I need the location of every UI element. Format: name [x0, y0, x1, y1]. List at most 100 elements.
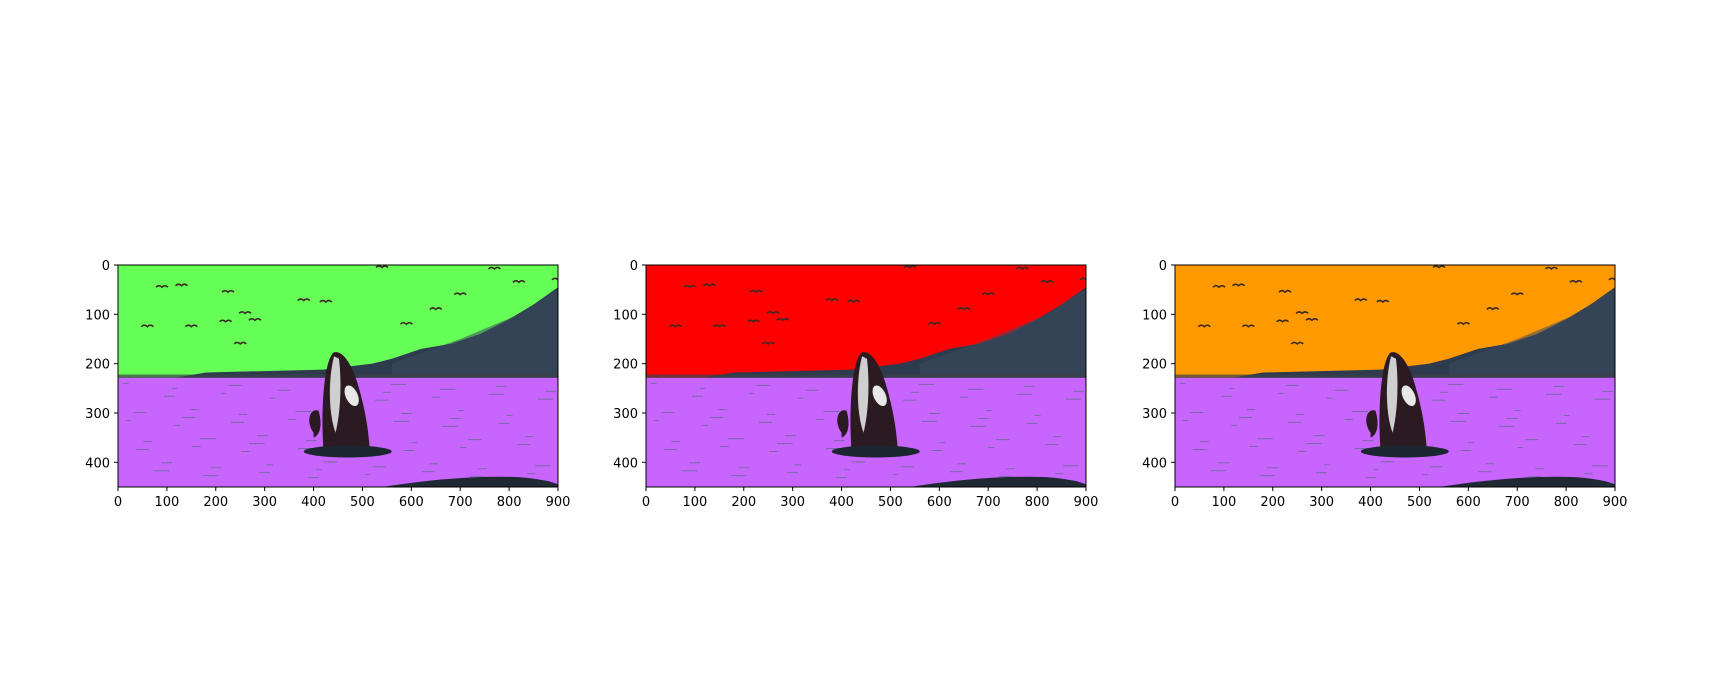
foreground-rock [910, 476, 1086, 487]
x-tick-label: 100 [154, 495, 179, 510]
bird [319, 299, 333, 304]
bird [221, 289, 235, 294]
y-tick-label: 400 [1142, 456, 1167, 471]
y-tick-label: 300 [1142, 407, 1167, 422]
y-tick-label: 100 [613, 308, 638, 323]
bird [825, 298, 839, 302]
x-tick-label: 200 [731, 495, 756, 510]
bird [238, 311, 252, 315]
y-tick-label: 400 [85, 456, 110, 471]
whale-flipper [309, 410, 321, 438]
y-tick-label: 0 [102, 259, 110, 274]
whale-eyepatch [872, 385, 887, 407]
bird [1376, 299, 1390, 304]
x-tick-label: 900 [546, 495, 571, 510]
bird [1040, 279, 1054, 284]
bird [453, 292, 467, 296]
y-tick-label: 300 [85, 407, 110, 422]
x-tick-label: 0 [642, 495, 650, 510]
bird [233, 341, 247, 346]
bird [1212, 284, 1226, 289]
x-tick-label: 400 [829, 495, 854, 510]
y-tick-label: 200 [613, 358, 638, 373]
bird [957, 307, 971, 311]
image-panel-1: 0 100 200 300 400 500 600 700 800 900 0 100 200 300 40… [85, 259, 570, 510]
whale-splash [831, 445, 920, 458]
foreground-rock [382, 476, 558, 487]
x-tick-label: 800 [1025, 495, 1050, 510]
bird [140, 324, 154, 328]
bird [761, 341, 775, 346]
bird [847, 299, 861, 304]
bird [1569, 279, 1583, 284]
x-tick-label: 400 [1358, 495, 1383, 510]
y-tick-label: 100 [1142, 308, 1167, 323]
whale-flipper [837, 410, 849, 438]
hillside-shade [391, 289, 558, 378]
whale-belly [329, 356, 341, 433]
y-tick-label: 100 [85, 308, 110, 323]
y-tick-label: 0 [1159, 259, 1167, 274]
image-panel-3: 0 100 200 300 400 500 600 700 800 900 0 100 200 300 40… [1142, 259, 1627, 510]
x-tick-label: 100 [682, 495, 707, 510]
bird [981, 292, 995, 296]
x-tick-label: 700 [448, 495, 473, 510]
x-tick-label: 800 [1554, 495, 1579, 510]
x-tick-label: 500 [1407, 495, 1432, 510]
panel-image [1175, 265, 1615, 487]
image-panel-2: 0 100 200 300 400 500 600 700 800 900 0 100 200 300 40… [613, 259, 1098, 510]
x-tick-label: 100 [1211, 495, 1236, 510]
y-tick-label: 400 [613, 456, 638, 471]
bird [218, 319, 233, 323]
x-tick-label: 600 [399, 495, 424, 510]
bird [1456, 321, 1471, 326]
axes-frame [117, 264, 559, 488]
bird [375, 265, 389, 269]
x-tick-label: 0 [1171, 495, 1179, 510]
x-tick-label: 900 [1074, 495, 1099, 510]
y-tick-label: 200 [1142, 358, 1167, 373]
bird [174, 283, 189, 287]
bird [1544, 266, 1559, 271]
x-tick-label: 500 [350, 495, 375, 510]
whale-belly [857, 356, 869, 433]
bird [297, 298, 311, 302]
bird [903, 265, 917, 269]
bird [1510, 292, 1524, 296]
bird [1231, 283, 1246, 287]
bird [702, 283, 717, 287]
bird [1486, 307, 1500, 311]
x-tick-label: 0 [114, 495, 122, 510]
foreground-rock [1439, 476, 1615, 487]
x-tick-label: 700 [976, 495, 1001, 510]
x-tick-label: 300 [252, 495, 277, 510]
x-tick-label: 200 [1260, 495, 1285, 510]
y-tick-label: 200 [85, 358, 110, 373]
bird [155, 284, 169, 289]
bird [429, 307, 443, 311]
bird [184, 324, 198, 328]
whale-splash [1360, 445, 1449, 458]
x-tick-label: 200 [203, 495, 228, 510]
bird [1354, 298, 1368, 302]
bird [1197, 324, 1211, 328]
bird [766, 311, 780, 315]
bird [1608, 277, 1615, 281]
x-tick-label: 300 [1309, 495, 1334, 510]
whale-flipper [1366, 410, 1378, 438]
y-tick-label: 0 [630, 259, 638, 274]
x-tick-label: 600 [927, 495, 952, 510]
bird [551, 277, 558, 281]
x-tick-label: 400 [301, 495, 326, 510]
bird [1278, 289, 1292, 294]
bird [1432, 265, 1446, 269]
bird [683, 284, 697, 289]
panel-image [118, 265, 558, 487]
bird [1275, 319, 1290, 323]
bird [1305, 317, 1319, 322]
bird [776, 317, 790, 322]
x-tick-label: 300 [780, 495, 805, 510]
hillside-shade [1448, 289, 1615, 378]
y-tick-label: 300 [613, 407, 638, 422]
